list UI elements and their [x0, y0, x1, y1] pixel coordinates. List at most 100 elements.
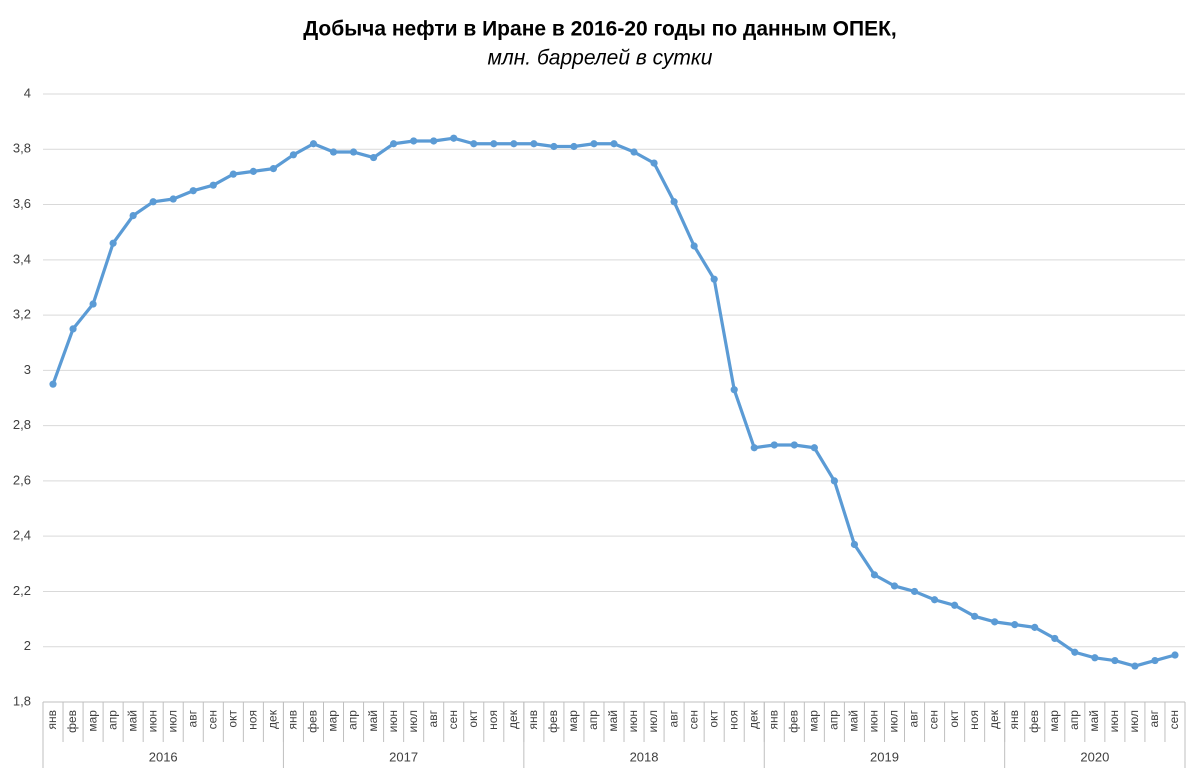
point	[189, 187, 197, 195]
point	[1091, 654, 1099, 662]
point	[1171, 651, 1179, 659]
point	[450, 134, 458, 142]
point	[1071, 648, 1079, 656]
y-tick-label: 2,2	[13, 583, 31, 598]
x-tick-label: июл	[1127, 710, 1141, 732]
y-tick-label: 2	[24, 638, 31, 653]
x-tick-label: авг	[666, 709, 680, 727]
point	[289, 151, 298, 159]
x-tick-label: май	[366, 710, 380, 732]
x-tick-label: июл	[646, 710, 660, 732]
x-tick-label: фев	[786, 710, 800, 733]
x-tick-label: апр	[827, 710, 841, 730]
point	[670, 198, 678, 206]
point	[1111, 656, 1119, 665]
x-tick-label: авг	[426, 709, 440, 727]
x-tick-label: июл	[887, 710, 901, 732]
point	[229, 170, 237, 178]
point	[1051, 634, 1059, 643]
point	[830, 477, 838, 485]
x-tick-label: апр	[586, 710, 600, 730]
point	[610, 140, 618, 148]
point	[510, 140, 518, 148]
point	[309, 140, 318, 148]
x-tick-label: апр	[346, 710, 360, 730]
x-tick-label: сен	[446, 710, 460, 729]
x-tick-label: июн	[867, 710, 881, 732]
x-tick-label: мар	[85, 710, 99, 732]
x-tick-label: окт	[226, 710, 240, 728]
x-tick-label: окт	[466, 710, 480, 728]
y-tick-label: 2,4	[13, 528, 31, 543]
point	[1011, 621, 1019, 629]
x-tick-label: дек	[746, 709, 760, 729]
x-tick-label: авг	[907, 709, 921, 727]
x-tick-label: фев	[65, 710, 79, 733]
x-tick-label: сен	[686, 710, 700, 729]
x-tick-label: авг	[185, 709, 199, 727]
y-tick-label: 1,8	[13, 693, 31, 708]
x-tick-label: сен	[205, 710, 219, 729]
point	[910, 587, 919, 596]
point	[971, 612, 979, 620]
x-tick-label: ноя	[246, 710, 260, 730]
point	[249, 167, 257, 175]
point	[750, 444, 758, 452]
x-tick-label: фев	[1027, 710, 1041, 733]
x-tick-label: сен	[1167, 710, 1181, 729]
group-label: 2017	[389, 749, 418, 764]
point	[1131, 662, 1139, 670]
x-tick-label: май	[847, 710, 861, 732]
point	[269, 165, 278, 173]
x-tick-label: янв	[526, 710, 540, 730]
point	[470, 140, 478, 148]
point	[850, 540, 859, 549]
point	[1031, 623, 1039, 631]
point	[650, 159, 658, 167]
y-tick-label: 3,6	[13, 196, 31, 211]
point	[149, 198, 157, 206]
x-tick-label: июл	[165, 710, 179, 732]
x-tick-label: июн	[626, 710, 640, 732]
x-tick-label: дек	[266, 709, 280, 729]
point	[930, 596, 939, 604]
x-tick-label: мар	[566, 710, 580, 732]
x-tick-label: ноя	[726, 710, 740, 730]
x-tick-label: июн	[1107, 710, 1121, 732]
group-label: 2019	[870, 749, 899, 764]
point	[129, 212, 137, 220]
point	[49, 380, 57, 388]
x-tick-label: янв	[1007, 710, 1021, 730]
y-tick-label: 3,8	[13, 141, 31, 156]
group-label: 2016	[149, 749, 178, 764]
x-tick-label: окт	[947, 710, 961, 728]
y-tick-label: 3,4	[13, 251, 31, 266]
point	[1151, 656, 1159, 665]
x-tick-label: апр	[1067, 710, 1081, 730]
x-tick-label: окт	[706, 710, 720, 728]
point	[410, 137, 418, 145]
x-tick-label: сен	[927, 710, 941, 729]
chart-title: Добыча нефти в Иране в 2016-20 годы по д…	[303, 18, 897, 41]
x-tick-label: дек	[987, 709, 1001, 729]
point	[550, 142, 558, 151]
x-tick-label: мар	[326, 710, 340, 732]
point	[530, 140, 538, 148]
point	[730, 386, 738, 394]
point	[169, 195, 177, 203]
point	[69, 325, 77, 333]
point	[570, 142, 578, 151]
x-tick-label: фев	[306, 710, 320, 733]
x-tick-label: янв	[766, 710, 780, 730]
point	[810, 444, 818, 452]
point	[329, 148, 338, 156]
x-tick-label: янв	[45, 710, 59, 730]
point	[89, 300, 97, 308]
x-tick-label: фев	[546, 710, 560, 733]
y-tick-label: 4	[24, 85, 31, 100]
point	[630, 148, 638, 156]
point	[109, 239, 117, 247]
point	[349, 148, 358, 156]
